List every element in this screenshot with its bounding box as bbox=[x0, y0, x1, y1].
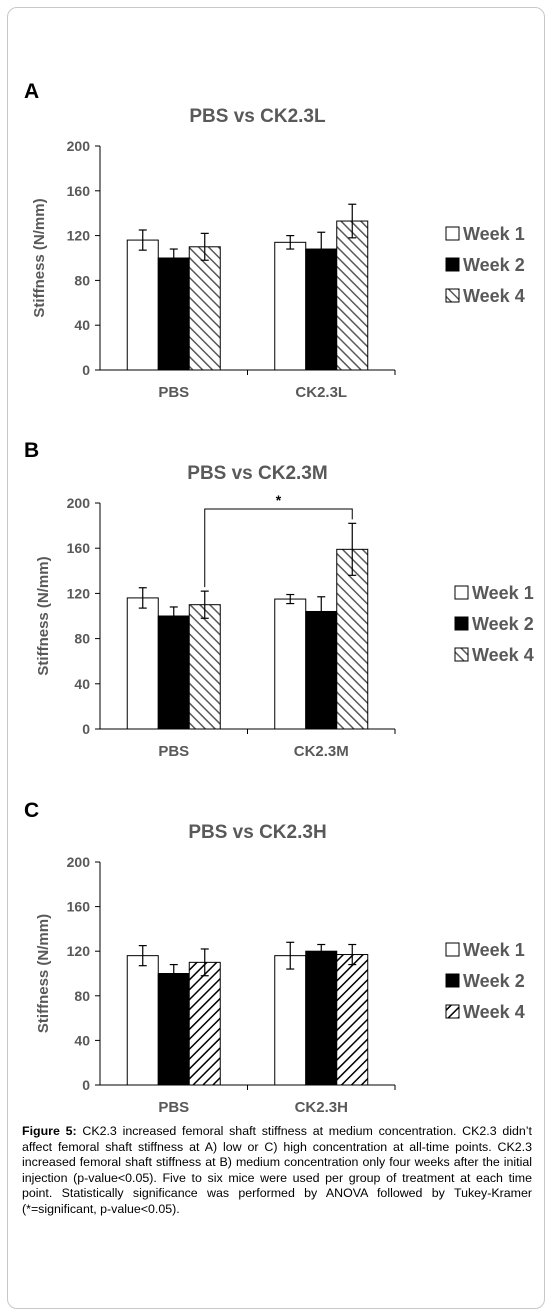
y-tick-label: 120 bbox=[67, 228, 91, 244]
bar bbox=[126, 597, 159, 730]
y-tick-label: 200 bbox=[67, 138, 91, 154]
bar bbox=[274, 955, 307, 1086]
legend-swatch bbox=[445, 226, 460, 241]
bar bbox=[274, 241, 307, 371]
x-category-label: CK2.3M bbox=[294, 743, 349, 760]
y-tick-label: 160 bbox=[67, 899, 91, 915]
bar bbox=[336, 954, 369, 1086]
y-tick-label: 120 bbox=[67, 943, 91, 959]
x-category-label: PBS bbox=[158, 1099, 189, 1116]
y-tick-label: 40 bbox=[74, 317, 90, 333]
panel-letter-c: C bbox=[24, 799, 40, 822]
legend-label: Week 2 bbox=[463, 971, 525, 991]
legend-label: Week 1 bbox=[472, 583, 534, 603]
legend-swatch bbox=[454, 616, 469, 631]
legend-label: Week 1 bbox=[463, 940, 525, 960]
legend-label: Week 4 bbox=[472, 645, 534, 665]
legend-swatch bbox=[445, 288, 460, 303]
bar bbox=[188, 961, 221, 1086]
panel-letter-a: A bbox=[24, 80, 40, 103]
y-tick-label: 200 bbox=[67, 854, 91, 870]
chart-title: PBS vs CK2.3M bbox=[187, 463, 327, 484]
bar bbox=[274, 598, 307, 730]
bar bbox=[157, 257, 190, 371]
y-tick-label: 160 bbox=[67, 183, 91, 199]
bar bbox=[336, 220, 369, 371]
y-tick-label: 40 bbox=[74, 1032, 90, 1048]
x-category-label: PBS bbox=[158, 384, 189, 401]
x-category-label: CK2.3L bbox=[295, 384, 347, 401]
caption-label: Figure 5: bbox=[22, 1124, 77, 1138]
x-category-label: PBS bbox=[158, 743, 189, 760]
legend-swatch bbox=[445, 942, 460, 957]
y-axis-label: Stiffness (N/mm) bbox=[31, 198, 48, 317]
y-tick-label: 200 bbox=[67, 495, 91, 511]
y-tick-label: 80 bbox=[74, 272, 90, 288]
legend-label: Week 4 bbox=[463, 1002, 525, 1022]
chart-panel-0: PBS vs CK2.3L 0 40 80 120 160 200 Stiffness (N/… bbox=[31, 106, 525, 401]
legend-swatch bbox=[445, 1004, 460, 1019]
legend-label: Week 2 bbox=[472, 614, 534, 634]
legend-swatch bbox=[454, 585, 469, 600]
bar bbox=[188, 604, 221, 730]
y-tick-label: 80 bbox=[74, 988, 90, 1004]
caption-text: CK2.3 increased femoral shaft stiffness … bbox=[22, 1124, 532, 1216]
y-tick-label: 80 bbox=[74, 631, 90, 647]
y-tick-label: 160 bbox=[67, 540, 91, 556]
y-tick-label: 0 bbox=[82, 1077, 90, 1093]
bar bbox=[126, 955, 159, 1086]
y-tick-label: 0 bbox=[82, 721, 90, 737]
bar bbox=[157, 615, 190, 730]
y-tick-label: 0 bbox=[82, 362, 90, 378]
bar bbox=[157, 973, 190, 1086]
figure-caption: Figure 5: CK2.3 increased femoral shaft … bbox=[22, 1124, 532, 1218]
y-axis-label: Stiffness (N/mm) bbox=[35, 914, 52, 1033]
chart-title: PBS vs CK2.3H bbox=[188, 822, 326, 843]
chart-title: PBS vs CK2.3L bbox=[189, 106, 326, 127]
legend-swatch bbox=[445, 257, 460, 272]
y-tick-label: 40 bbox=[74, 676, 90, 692]
chart-panel-2: PBS vs CK2.3H 0 40 80 120 160 200 Stiffness (N/… bbox=[35, 822, 525, 1116]
bar bbox=[126, 239, 159, 371]
significance-bracket bbox=[204, 508, 353, 588]
y-tick-label: 120 bbox=[67, 585, 91, 601]
bar bbox=[305, 950, 338, 1086]
bar bbox=[188, 246, 221, 371]
x-category-label: CK2.3H bbox=[295, 1099, 348, 1116]
legend-label: Week 1 bbox=[463, 224, 525, 244]
legend-label: Week 4 bbox=[463, 286, 525, 306]
significance-marker: * bbox=[276, 492, 282, 508]
legend-label: Week 2 bbox=[463, 255, 525, 275]
legend-swatch bbox=[445, 973, 460, 988]
bar bbox=[305, 610, 338, 730]
chart-panel-1: PBS vs CK2.3M 0 40 80 120 160 200 Stiffness (N/… bbox=[35, 463, 534, 760]
y-axis-label: Stiffness (N/mm) bbox=[35, 556, 52, 675]
panel-letter-b: B bbox=[24, 439, 40, 462]
bar bbox=[336, 548, 369, 730]
bar bbox=[305, 248, 338, 371]
legend-swatch bbox=[454, 647, 469, 662]
